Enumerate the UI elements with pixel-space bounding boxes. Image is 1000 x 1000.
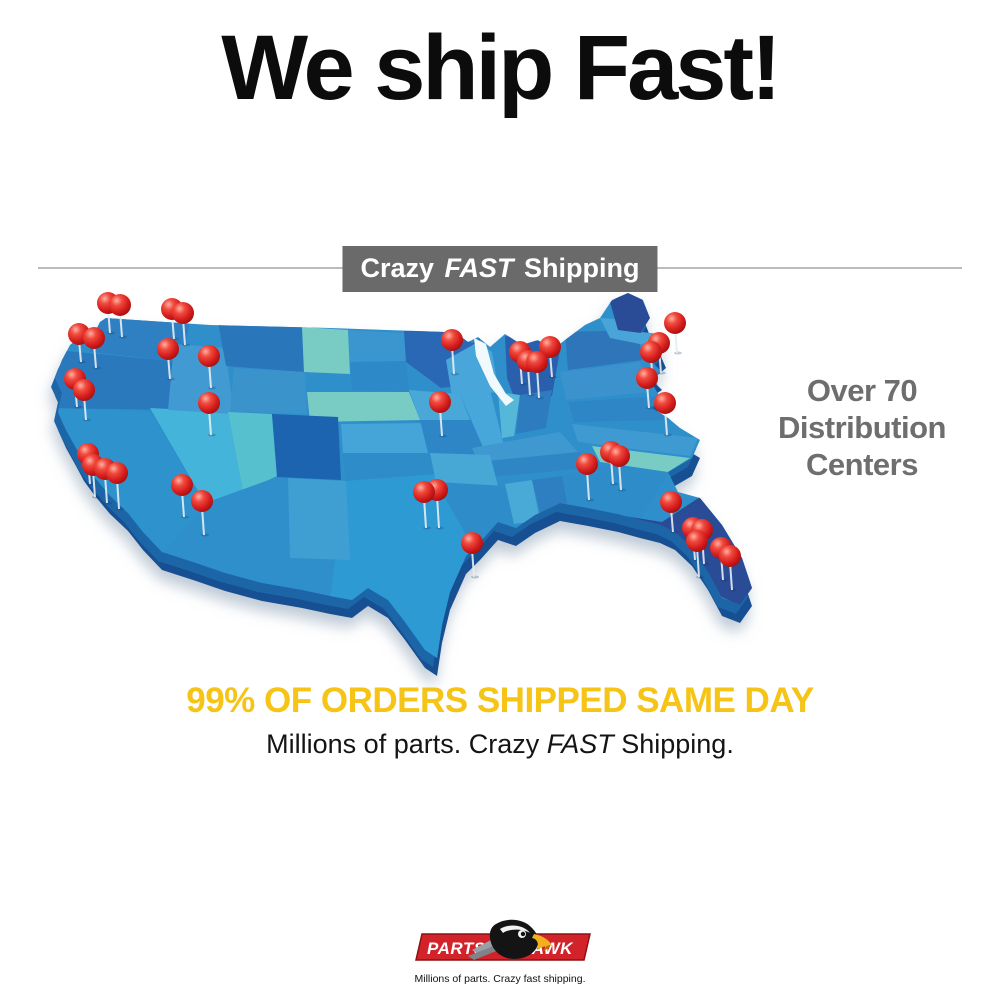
map-pin	[441, 329, 463, 376]
map-pin	[429, 391, 451, 438]
partshawk-logo: PARTS HAWK Millions of parts. Crazy fast…	[380, 916, 620, 985]
distribution-centers-caption: Over 70 Distribution Centers	[752, 372, 972, 483]
us-map-3d	[51, 292, 752, 676]
distribution-pins	[64, 292, 741, 592]
badge-text-prefix: Crazy	[360, 253, 442, 283]
caption-line-3: Centers	[806, 447, 918, 482]
map-pin	[83, 327, 105, 370]
caption-line-1: Over 70	[806, 373, 918, 408]
map-pin	[719, 545, 741, 592]
map-pin	[157, 338, 179, 381]
lake-michigan	[474, 338, 514, 406]
map-pin	[191, 490, 213, 537]
map-pin	[636, 367, 658, 410]
map-pin	[172, 302, 194, 347]
logo-word-parts: PARTS	[427, 939, 486, 958]
hawk-head-icon	[468, 919, 552, 960]
same-day-headline: 99% OF ORDERS SHIPPED SAME DAY	[186, 681, 814, 720]
map-pin	[198, 392, 220, 437]
sub-suffix: Shipping.	[613, 729, 734, 759]
page-title: We ship Fast!	[221, 17, 781, 119]
sub-emph: FAST	[546, 729, 614, 759]
map-pin	[576, 453, 598, 502]
map-pin	[608, 445, 630, 492]
map-pin	[686, 530, 708, 579]
map-pin	[109, 294, 131, 339]
map-pin	[664, 312, 686, 355]
map-pin	[198, 345, 220, 390]
badge-text-emph: FAST	[444, 253, 514, 283]
map-pin	[539, 336, 561, 379]
map-pin	[413, 481, 435, 530]
sub-headline: Millions of parts. Crazy FAST Shipping.	[0, 729, 1000, 760]
map-pin	[526, 351, 548, 400]
map-pin	[171, 474, 193, 519]
caption-line-2: Distribution	[778, 410, 946, 445]
partshawk-logo-graphic: PARTS HAWK	[415, 919, 591, 961]
badge-text-suffix: Shipping	[516, 253, 640, 283]
map-pin	[461, 532, 483, 579]
crazy-fast-shipping-badge: Crazy FAST Shipping	[342, 246, 658, 292]
logo-tagline: Millions of parts. Crazy fast shipping.	[414, 973, 586, 985]
state-maine	[610, 293, 650, 333]
map-pin	[106, 462, 128, 511]
us-distribution-map	[15, 275, 785, 690]
sub-prefix: Millions of parts. Crazy	[266, 729, 547, 759]
map-pin	[660, 491, 682, 534]
map-pin	[73, 379, 95, 422]
map-pin	[654, 392, 676, 437]
